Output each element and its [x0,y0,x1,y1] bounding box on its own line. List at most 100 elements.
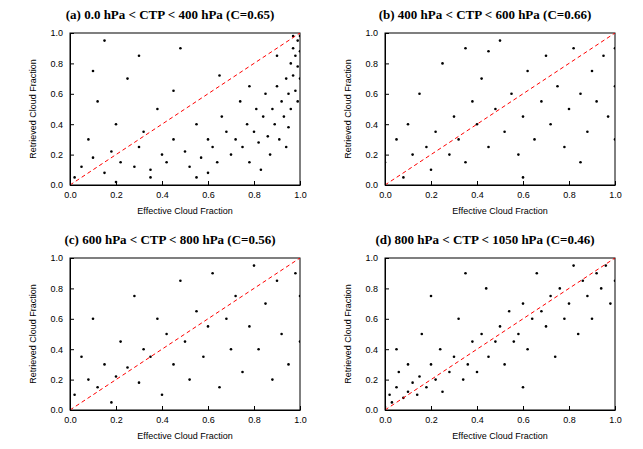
point [207,325,210,328]
point [391,401,394,404]
x-tick-mark [431,181,432,185]
x-tick-label: 0.2 [425,415,438,425]
x-tick: 1.0 [609,406,622,425]
point [407,363,410,366]
point [457,318,460,321]
reference-line [70,258,300,410]
x-tick: 0.2 [110,406,123,425]
panel: 0.00.20.40.60.81.00.00.20.40.60.81.0(a) … [28,7,307,216]
x-tick-label: 1.0 [294,415,307,425]
y-tick-mark [385,288,389,289]
point [568,108,571,111]
point [165,161,168,164]
x-tick-label: 1.0 [294,190,307,200]
y-tick-mark [385,33,389,34]
point [126,77,129,80]
point [510,93,513,96]
point [287,93,290,96]
x-axis: 0.00.20.40.60.81.0 [64,406,307,425]
x-tick-mark [300,181,301,185]
point [296,65,299,68]
point [280,100,283,103]
point [225,131,228,134]
point [299,295,300,298]
point [188,165,191,168]
points [73,35,300,184]
point [225,318,228,321]
point [434,131,437,134]
y-tick-label: 0.2 [50,150,63,160]
point [471,340,474,343]
point [230,153,233,156]
point [513,340,516,343]
plot-area [385,33,615,185]
point [517,153,520,156]
y-tick-label: 0.6 [365,314,378,324]
x-tick: 0.2 [110,181,123,200]
point [418,93,421,96]
y-tick-mark [385,258,389,259]
y-tick-label: 0.8 [365,59,378,69]
point [133,165,136,168]
y-tick-label: 0.0 [365,405,378,415]
point [287,363,290,366]
point [142,348,145,351]
x-tick: 1.0 [294,181,307,200]
x-tick: 0.2 [425,181,438,200]
point [476,371,479,374]
point [522,302,525,305]
point [276,280,279,283]
x-tick-label: 0.6 [202,190,215,200]
point [241,146,244,149]
point [545,325,548,328]
point [292,74,295,77]
point [395,386,398,389]
point [239,100,242,103]
point [294,272,297,275]
y-tick-mark [385,155,389,156]
point [439,348,442,351]
y-tick: 0.0 [365,180,389,190]
point [294,55,297,58]
point [276,85,279,88]
y-tick: 0.2 [365,150,389,160]
x-tick-label: 0.6 [517,190,530,200]
point [441,62,444,65]
x-tick-label: 0.4 [471,415,484,425]
x-tick-label: 0.4 [156,415,169,425]
point [161,394,164,397]
y-axis: 0.00.20.40.60.81.0 [50,253,74,415]
point [453,115,456,118]
y-tick: 0.2 [50,375,74,385]
point [559,287,562,290]
y-tick: 1.0 [50,28,74,38]
point [563,146,566,149]
x-axis-line [386,410,616,411]
y-tick-mark [70,33,74,34]
point [290,108,293,111]
point [103,39,106,42]
y-tick-label: 0.8 [365,284,378,294]
point [156,108,159,111]
x-tick-mark [162,406,163,410]
point [407,390,410,393]
y-tick: 0.2 [365,375,389,385]
point [614,138,615,141]
point [248,85,251,88]
y-tick: 0.8 [50,284,74,294]
x-tick-label: 0.2 [425,190,438,200]
point [430,169,433,172]
point [172,363,175,366]
panel-title: (b) 400 hPa < CTP < 600 hPa (C=0.66) [379,7,592,22]
point [480,333,483,336]
point [299,77,300,80]
x-tick-mark [569,181,570,185]
point [586,131,589,134]
points [385,39,615,178]
y-tick-mark [70,288,74,289]
x-tick: 0.6 [517,181,530,200]
panel: 0.00.20.40.60.81.00.00.20.40.60.81.0(b) … [343,7,622,216]
point [464,272,467,275]
point [577,333,580,336]
point [80,165,83,168]
